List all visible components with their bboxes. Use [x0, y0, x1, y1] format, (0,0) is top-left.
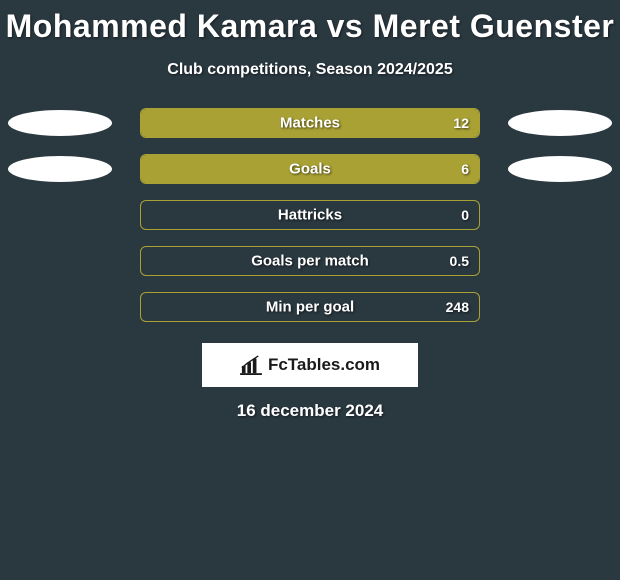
stat-bar: Min per goal248: [140, 292, 480, 322]
right-ellipse-placeholder: [508, 202, 612, 228]
page-title: Mohammed Kamara vs Meret Guenster: [0, 8, 620, 45]
date-label: 16 december 2024: [0, 401, 620, 421]
logo-text: FcTables.com: [268, 355, 380, 375]
bar-chart-icon: [240, 355, 262, 375]
stat-row: Matches12: [0, 107, 620, 139]
stat-value: 248: [446, 299, 469, 315]
stat-bar: Matches12: [140, 108, 480, 138]
stat-value: 0.5: [450, 253, 469, 269]
stat-bar: Goals6: [140, 154, 480, 184]
subtitle: Club competitions, Season 2024/2025: [0, 61, 620, 79]
stat-label: Hattricks: [141, 207, 479, 224]
stat-bar: Goals per match0.5: [140, 246, 480, 276]
logo-box: FcTables.com: [202, 343, 418, 387]
left-ellipse: [8, 156, 112, 182]
stat-row: Min per goal248: [0, 291, 620, 323]
stat-value: 12: [453, 115, 469, 131]
stat-value: 6: [461, 161, 469, 177]
right-ellipse: [508, 110, 612, 136]
left-ellipse-placeholder: [8, 248, 112, 274]
left-ellipse-placeholder: [8, 294, 112, 320]
stat-label: Goals: [141, 161, 479, 178]
infographic-container: Mohammed Kamara vs Meret Guenster Club c…: [0, 0, 620, 421]
left-ellipse: [8, 110, 112, 136]
stat-value: 0: [461, 207, 469, 223]
stat-label: Min per goal: [141, 299, 479, 316]
bars-list: Matches12 Goals6 Hattricks0 Goals per match…: [0, 107, 620, 323]
stat-label: Matches: [141, 115, 479, 132]
right-ellipse-placeholder: [508, 294, 612, 320]
stat-row: Hattricks0: [0, 199, 620, 231]
left-ellipse-placeholder: [8, 202, 112, 228]
right-ellipse: [508, 156, 612, 182]
stat-row: Goals per match0.5: [0, 245, 620, 277]
stat-row: Goals6: [0, 153, 620, 185]
stat-bar: Hattricks0: [140, 200, 480, 230]
stat-label: Goals per match: [141, 253, 479, 270]
right-ellipse-placeholder: [508, 248, 612, 274]
